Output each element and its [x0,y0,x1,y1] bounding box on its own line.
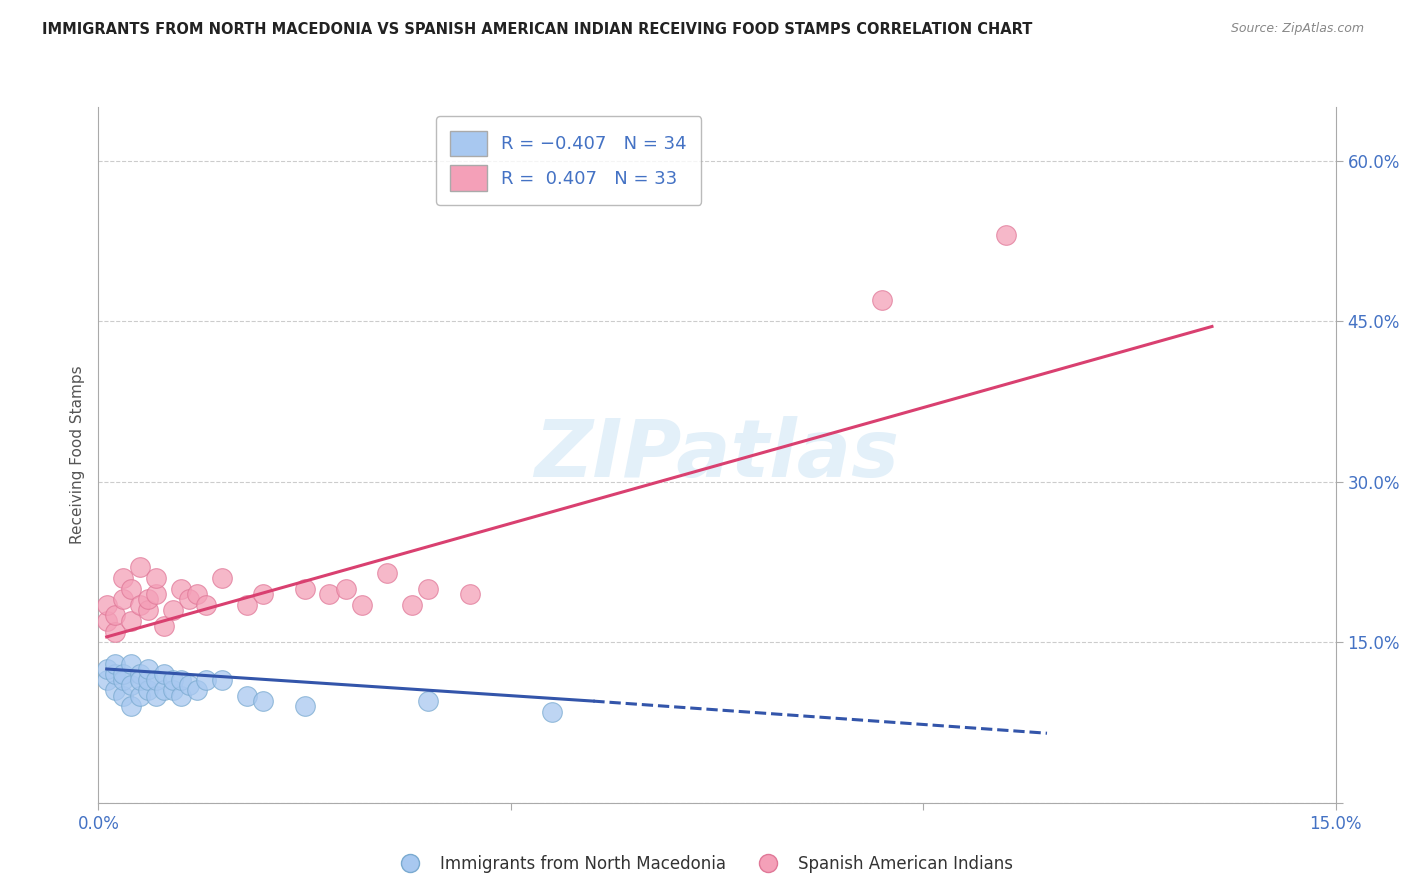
Point [211,673,233,687]
Point [541,705,564,719]
Point [153,619,176,633]
Point [194,598,217,612]
Point [418,694,440,708]
Legend: Immigrants from North Macedonia, Spanish American Indians: Immigrants from North Macedonia, Spanish… [387,848,1019,880]
Point [128,560,150,574]
Point [112,592,135,607]
Point [318,587,340,601]
Point [120,614,142,628]
Y-axis label: Receiving Food Stamps: Receiving Food Stamps [69,366,84,544]
Point [236,689,259,703]
Point [375,566,398,580]
Point [179,678,201,692]
Point [145,571,167,585]
Point [120,678,142,692]
Point [186,587,208,601]
Point [211,571,233,585]
Point [162,683,184,698]
Point [401,598,423,612]
Point [179,592,201,607]
Point [162,603,184,617]
Point [136,683,159,698]
Point [104,608,127,623]
Point [153,667,176,681]
Point [236,598,259,612]
Point [128,667,150,681]
Point [252,587,274,601]
Point [145,673,167,687]
Point [104,683,127,698]
Point [294,699,316,714]
Point [170,582,193,596]
Point [120,657,142,671]
Point [194,673,217,687]
Point [145,587,167,601]
Point [104,624,127,639]
Point [870,293,893,307]
Text: Source: ZipAtlas.com: Source: ZipAtlas.com [1230,22,1364,36]
Text: ZIPatlas: ZIPatlas [534,416,900,494]
Point [104,667,127,681]
Point [96,662,118,676]
Point [104,657,127,671]
Point [352,598,374,612]
Point [128,598,150,612]
Point [136,592,159,607]
Legend: R = −0.407   N = 34, R =  0.407   N = 33: R = −0.407 N = 34, R = 0.407 N = 33 [436,116,702,205]
Point [136,603,159,617]
Point [418,582,440,596]
Point [112,689,135,703]
Point [186,683,208,698]
Point [335,582,357,596]
Point [162,673,184,687]
Point [136,662,159,676]
Point [120,582,142,596]
Point [112,673,135,687]
Point [128,689,150,703]
Point [170,689,193,703]
Point [153,683,176,698]
Point [136,673,159,687]
Point [145,689,167,703]
Point [994,228,1017,243]
Point [252,694,274,708]
Point [112,667,135,681]
Point [120,699,142,714]
Point [128,673,150,687]
Point [294,582,316,596]
Point [96,673,118,687]
Point [112,571,135,585]
Point [96,598,118,612]
Point [96,614,118,628]
Text: IMMIGRANTS FROM NORTH MACEDONIA VS SPANISH AMERICAN INDIAN RECEIVING FOOD STAMPS: IMMIGRANTS FROM NORTH MACEDONIA VS SPANI… [42,22,1032,37]
Point [170,673,193,687]
Point [458,587,481,601]
